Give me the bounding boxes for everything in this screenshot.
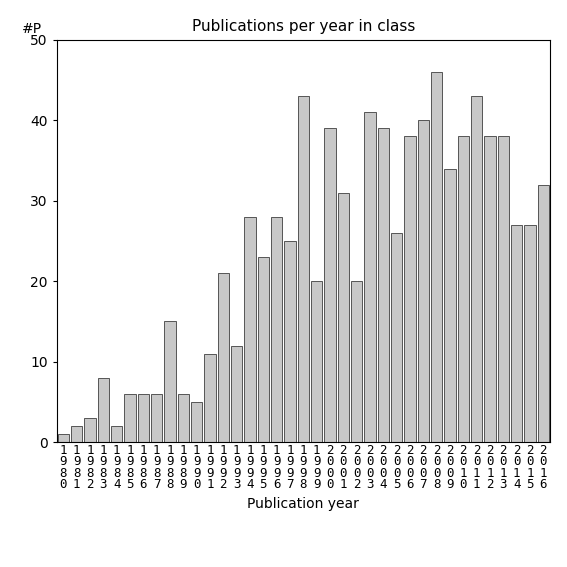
Bar (111, 426, 122, 442)
Text: #P: #P (22, 22, 43, 36)
X-axis label: Publication year: Publication year (247, 497, 359, 511)
Bar (365, 112, 376, 442)
Bar (351, 281, 362, 442)
Bar (378, 128, 389, 442)
Bar (418, 120, 429, 442)
Bar (204, 354, 215, 442)
Title: Publications per year in class: Publications per year in class (192, 19, 415, 35)
Bar (391, 233, 403, 442)
Bar (177, 394, 189, 442)
Bar (458, 136, 469, 442)
Bar (498, 136, 509, 442)
Bar (98, 378, 109, 442)
Bar (311, 281, 323, 442)
Bar (511, 225, 522, 442)
Bar (524, 225, 536, 442)
Bar (151, 394, 162, 442)
Bar (538, 185, 549, 442)
Bar (324, 128, 336, 442)
Bar (244, 217, 256, 442)
Bar (124, 394, 136, 442)
Bar (298, 96, 309, 442)
Bar (218, 273, 229, 442)
Bar (271, 217, 282, 442)
Bar (191, 402, 202, 442)
Bar (404, 136, 416, 442)
Bar (431, 72, 442, 442)
Bar (84, 418, 96, 442)
Bar (257, 257, 269, 442)
Bar (138, 394, 149, 442)
Bar (231, 346, 242, 442)
Bar (471, 96, 483, 442)
Bar (284, 241, 295, 442)
Bar (338, 193, 349, 442)
Bar (445, 168, 456, 442)
Bar (484, 136, 496, 442)
Bar (58, 434, 69, 442)
Bar (71, 426, 82, 442)
Bar (164, 321, 176, 442)
